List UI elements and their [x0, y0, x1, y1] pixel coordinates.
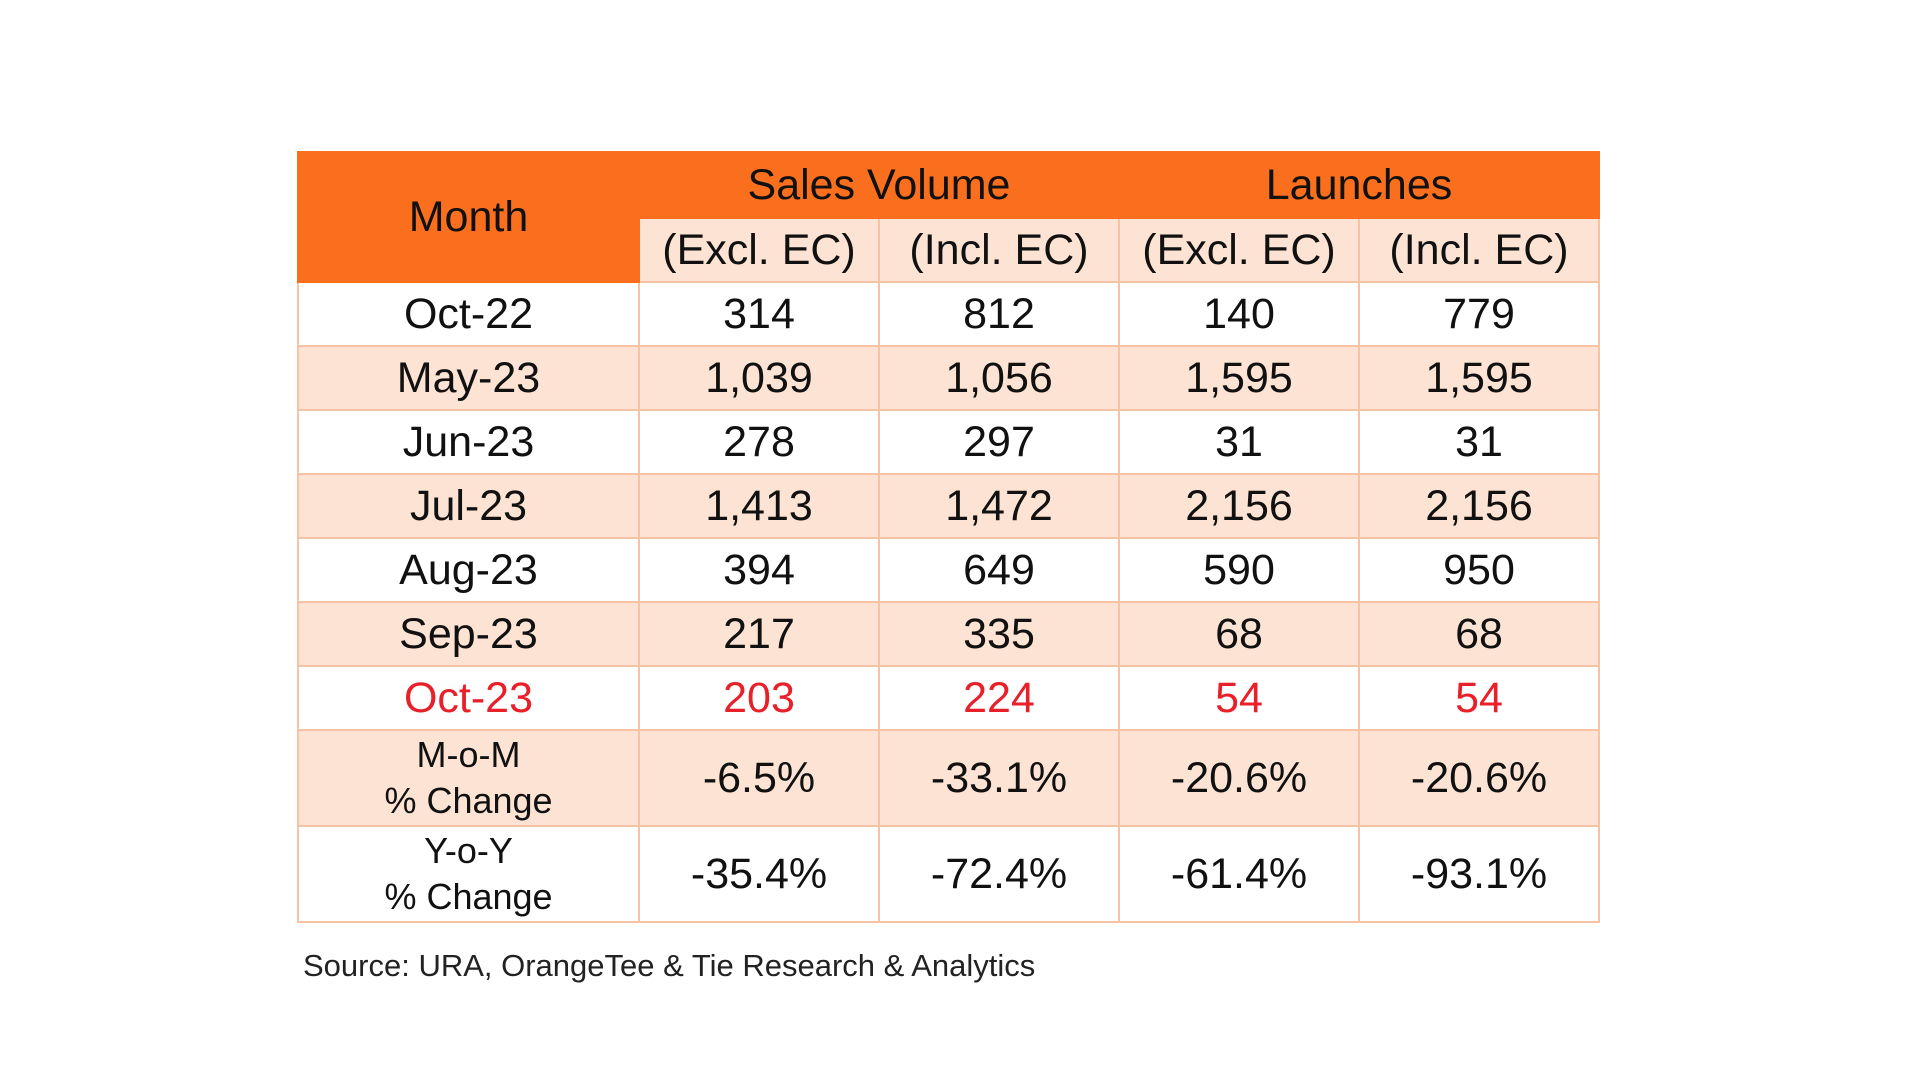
value-cell: 217	[638, 601, 880, 667]
month-cell: Oct-22	[297, 281, 640, 347]
table-row-oct-22: Oct-22 314 812 140 779	[297, 281, 1600, 347]
value-cell: 140	[1118, 281, 1360, 347]
value-cell: 2,156	[1118, 473, 1360, 539]
value-cell: 950	[1358, 537, 1600, 603]
value-cell: 1,039	[638, 345, 880, 411]
value-cell: 54	[1118, 665, 1360, 731]
value-cell: 278	[638, 409, 880, 475]
change-label-line2: % Change	[384, 876, 553, 917]
value-cell: 224	[878, 665, 1120, 731]
table-row-jul-23: Jul-23 1,413 1,472 2,156 2,156	[297, 473, 1600, 539]
change-label-cell: Y-o-Y % Change	[297, 825, 640, 923]
sales-table-container: Month Sales Volume Launches (Excl. EC) (…	[297, 151, 1600, 923]
table-row-oct-23: Oct-23 203 224 54 54	[297, 665, 1600, 731]
value-cell: 31	[1118, 409, 1360, 475]
launches-header: Launches	[1118, 151, 1600, 219]
value-cell: 2,156	[1358, 473, 1600, 539]
value-cell: 812	[878, 281, 1120, 347]
month-cell: Jul-23	[297, 473, 640, 539]
value-cell: -61.4%	[1118, 825, 1360, 923]
value-cell: 68	[1118, 601, 1360, 667]
table-row-aug-23: Aug-23 394 649 590 950	[297, 537, 1600, 603]
value-cell: 31	[1358, 409, 1600, 475]
table-row-jun-23: Jun-23 278 297 31 31	[297, 409, 1600, 475]
table-row-may-23: May-23 1,039 1,056 1,595 1,595	[297, 345, 1600, 411]
change-label-cell: M-o-M % Change	[297, 729, 640, 827]
value-cell: 203	[638, 665, 880, 731]
value-cell: -72.4%	[878, 825, 1120, 923]
value-cell: -93.1%	[1358, 825, 1600, 923]
value-cell: 394	[638, 537, 880, 603]
value-cell: 314	[638, 281, 880, 347]
value-cell: -6.5%	[638, 729, 880, 827]
source-note: Source: URA, OrangeTee & Tie Research & …	[303, 948, 1036, 983]
table-row-mom-change: M-o-M % Change -6.5% -33.1% -20.6% -20.6…	[297, 729, 1600, 827]
value-cell: -20.6%	[1118, 729, 1360, 827]
value-cell: 297	[878, 409, 1120, 475]
launches-incl-ec-header: (Incl. EC)	[1358, 217, 1600, 283]
value-cell: 1,595	[1118, 345, 1360, 411]
value-cell: 649	[878, 537, 1120, 603]
sales-incl-ec-header: (Incl. EC)	[878, 217, 1120, 283]
month-cell: Sep-23	[297, 601, 640, 667]
value-cell: 590	[1118, 537, 1360, 603]
sales-volume-header: Sales Volume	[638, 151, 1120, 219]
month-column-header: Month	[297, 151, 640, 283]
value-cell: -20.6%	[1358, 729, 1600, 827]
value-cell: -33.1%	[878, 729, 1120, 827]
value-cell: 54	[1358, 665, 1600, 731]
value-cell: 779	[1358, 281, 1600, 347]
month-cell: Oct-23	[297, 665, 640, 731]
change-label-line2: % Change	[384, 780, 553, 821]
month-cell: Jun-23	[297, 409, 640, 475]
month-cell: May-23	[297, 345, 640, 411]
value-cell: 68	[1358, 601, 1600, 667]
month-cell: Aug-23	[297, 537, 640, 603]
value-cell: 335	[878, 601, 1120, 667]
value-cell: 1,056	[878, 345, 1120, 411]
table-row-sep-23: Sep-23 217 335 68 68	[297, 601, 1600, 667]
header-group-row: Month Sales Volume Launches	[297, 151, 1600, 283]
sales-excl-ec-header: (Excl. EC)	[638, 217, 880, 283]
launches-excl-ec-header: (Excl. EC)	[1118, 217, 1360, 283]
change-label-line1: Y-o-Y	[424, 830, 513, 871]
value-cell: 1,595	[1358, 345, 1600, 411]
sales-launches-table: Month Sales Volume Launches (Excl. EC) (…	[297, 151, 1600, 923]
change-label-line1: M-o-M	[416, 734, 521, 775]
table-row-yoy-change: Y-o-Y % Change -35.4% -72.4% -61.4% -93.…	[297, 825, 1600, 923]
header-sub-row: (Excl. EC) (Incl. EC) (Excl. EC) (Incl. …	[298, 217, 1600, 283]
value-cell: 1,413	[638, 473, 880, 539]
value-cell: 1,472	[878, 473, 1120, 539]
value-cell: -35.4%	[638, 825, 880, 923]
